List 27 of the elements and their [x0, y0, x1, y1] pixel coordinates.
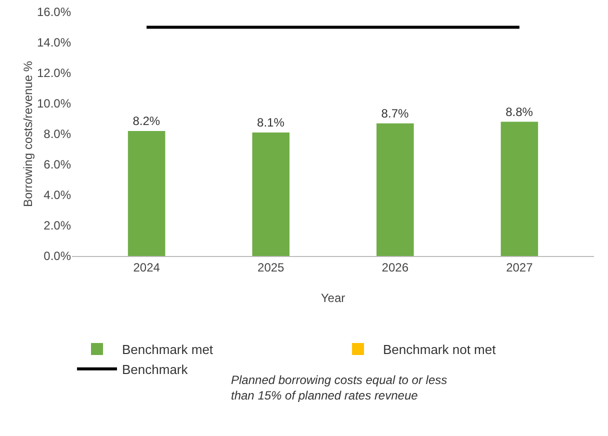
x-tick-label: 2024 [133, 260, 160, 274]
data-label: 8.2% [132, 114, 160, 128]
y-tick-label: 8.0% [44, 127, 72, 142]
x-tick-label: 2025 [258, 260, 285, 274]
data-label: 8.8% [506, 104, 534, 119]
y-tick-label: 2.0% [44, 218, 72, 233]
legend-label: Benchmark met [122, 342, 214, 358]
legend-label: Benchmark not met [383, 342, 496, 358]
y-tick-label: 10.0% [36, 96, 72, 111]
bar [252, 132, 290, 256]
legend-label: Benchmark [122, 362, 188, 377]
y-tick-label: 12.0% [36, 66, 72, 80]
y-tick-label: 6.0% [44, 158, 72, 172]
y-tick-label: 0.0% [44, 249, 72, 264]
bar [500, 122, 538, 256]
data-label: 8.1% [257, 115, 285, 130]
text: Planned borrowing costs equal to or less than 15% of planned rates revneue [231, 373, 448, 403]
x-axis-title: Year [320, 291, 346, 305]
y-axis-title: Borrowing costs/revenue % [20, 60, 35, 208]
y-tick-label: 16.0% [36, 5, 72, 20]
y-tick-label: 14.0% [36, 36, 72, 50]
data-label: 8.7% [381, 106, 409, 120]
bar [376, 123, 414, 256]
bar [128, 130, 166, 256]
x-tick-label: 2026 [382, 260, 409, 274]
y-tick-label: 4.0% [44, 188, 72, 202]
x-tick-label: 2027 [506, 260, 534, 274]
